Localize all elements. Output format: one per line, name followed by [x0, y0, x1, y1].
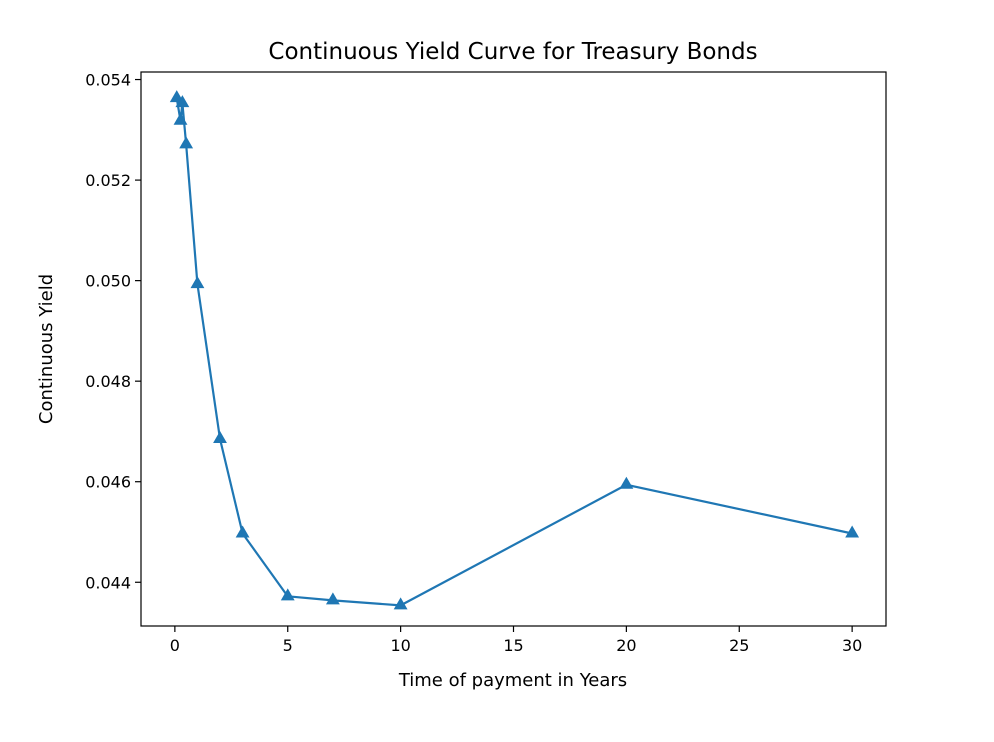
x-tick-label: 30 — [842, 636, 862, 655]
data-point-marker — [175, 95, 190, 108]
data-layer — [169, 90, 860, 610]
y-tick-label: 0.046 — [85, 473, 131, 492]
y-tick-label: 0.052 — [85, 171, 131, 190]
data-point-marker — [619, 476, 634, 489]
plot-area — [140, 71, 887, 627]
data-point-marker — [325, 592, 340, 605]
data-point-marker — [169, 90, 184, 103]
x-tick-label: 0 — [170, 636, 180, 655]
y-tick-label: 0.054 — [85, 71, 131, 90]
data-point-marker — [179, 136, 194, 149]
plot-background — [141, 72, 886, 626]
data-point-marker — [845, 525, 860, 538]
x-tick-label: 25 — [729, 636, 749, 655]
y-tick-label: 0.050 — [85, 272, 131, 291]
x-tick-label: 15 — [503, 636, 523, 655]
y-axis: 0.044 0.046 0.048 0.050 0.052 0.054 — [85, 71, 141, 592]
x-axis-label: Time of payment in Years — [398, 670, 627, 691]
y-tick-label: 0.044 — [85, 573, 131, 592]
x-tick-label: 10 — [390, 636, 410, 655]
data-point-marker — [393, 597, 408, 610]
data-point-marker — [235, 525, 250, 538]
x-tick-label: 5 — [283, 636, 293, 655]
y-axis-label: Continuous Yield — [36, 274, 57, 424]
y-tick-label: 0.048 — [85, 372, 131, 391]
data-point-marker — [213, 430, 227, 443]
data-point-marker — [190, 276, 205, 289]
chart-title: Continuous Yield Curve for Treasury Bond… — [268, 39, 757, 65]
data-point-marker — [280, 588, 295, 601]
data-point-marker — [173, 112, 188, 125]
x-tick-label: 20 — [616, 636, 636, 655]
x-axis: 0 5 10 15 20 25 30 — [170, 626, 862, 655]
